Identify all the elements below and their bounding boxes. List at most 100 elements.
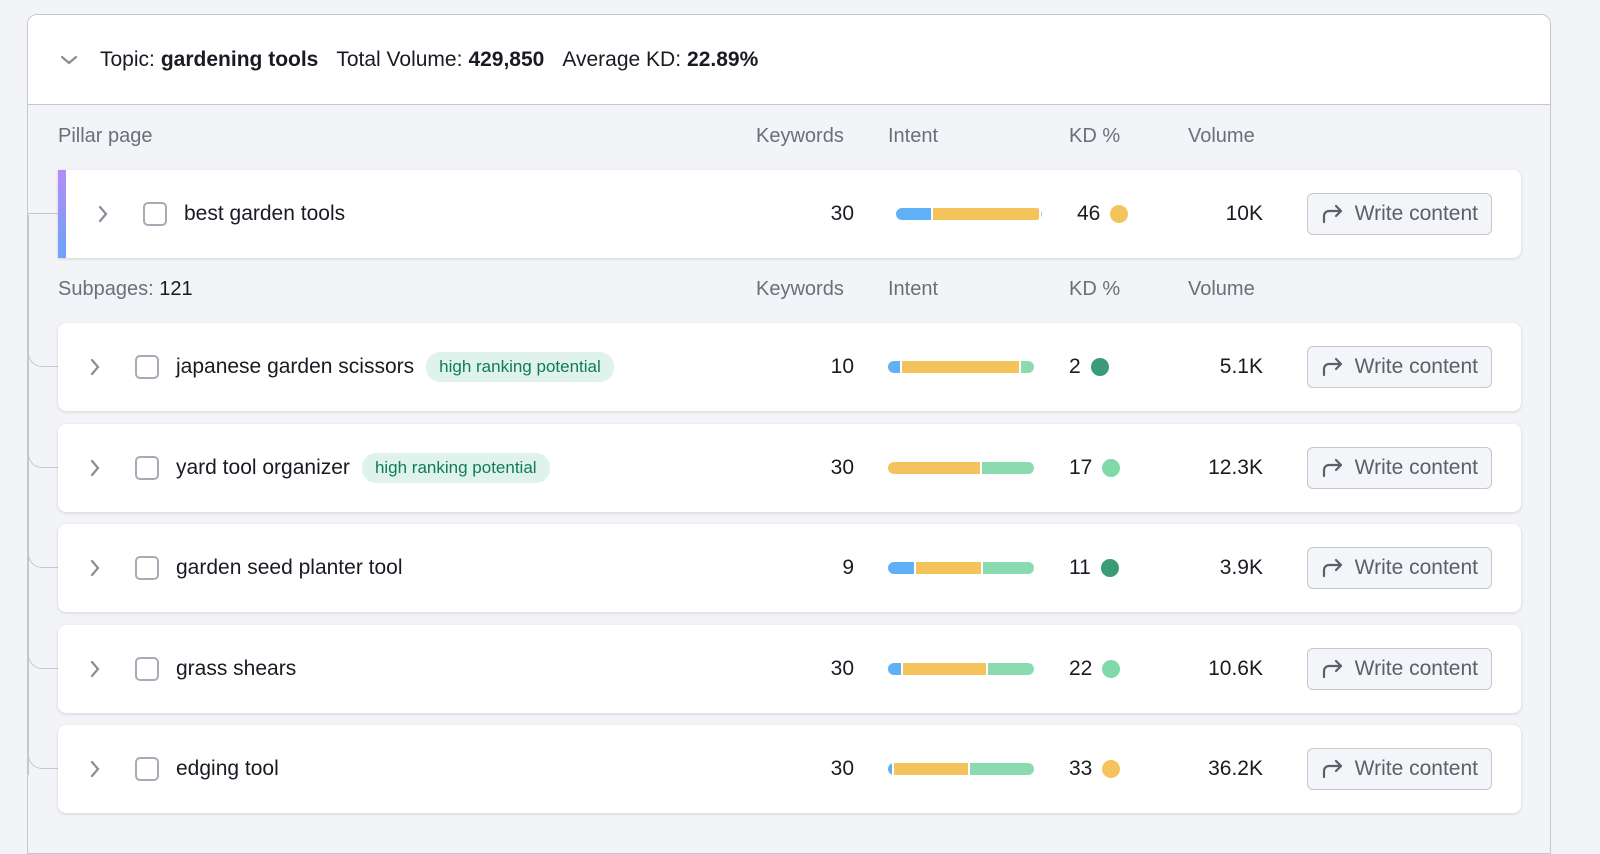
keywords-count: 10	[830, 355, 854, 378]
tree-connector	[28, 213, 58, 214]
chevron-right-icon[interactable]	[85, 625, 105, 713]
keywords-header: Keywords	[756, 125, 844, 147]
intent-bar	[888, 424, 1034, 512]
keyword-cell: best garden tools	[184, 170, 345, 258]
topic-panel: Topic: gardening tools Total Volume: 429…	[27, 14, 1551, 854]
share-arrow-icon	[1322, 659, 1342, 679]
write-content-button[interactable]: Write content	[1306, 648, 1492, 690]
intent-segment	[1019, 361, 1034, 373]
pillar-page-header: Pillar page	[58, 125, 153, 147]
subpage-row[interactable]: edging tool 30 33 36.2K Write content	[58, 725, 1521, 813]
write-content-button[interactable]: Write content	[1306, 447, 1492, 489]
kd-value: 46	[1077, 202, 1101, 225]
subpage-row[interactable]: japanese garden scissors high ranking po…	[58, 323, 1521, 411]
keyword-label[interactable]: yard tool organizer	[176, 456, 350, 479]
total-volume-value: 429,850	[468, 47, 545, 71]
ranking-potential-badge: high ranking potential	[426, 352, 614, 382]
keywords-count: 30	[830, 202, 854, 225]
intent-header: Intent	[888, 125, 939, 147]
write-content-label: Write content	[1354, 556, 1478, 579]
write-content-button[interactable]: Write content	[1306, 346, 1492, 388]
share-arrow-icon	[1322, 204, 1342, 224]
intent-segment	[981, 562, 1034, 574]
write-content-button[interactable]: Write content	[1306, 547, 1492, 589]
kd-cell: 17	[1069, 424, 1121, 512]
intent-segment	[914, 562, 982, 574]
average-kd-label: Average KD:	[562, 47, 682, 71]
kd-dot	[1110, 205, 1129, 223]
kd-dot	[1102, 660, 1121, 678]
kd-value: 22	[1069, 657, 1093, 680]
keyword-label[interactable]: garden seed planter tool	[176, 556, 403, 579]
intent-segment	[968, 763, 1034, 775]
chevron-down-icon[interactable]	[58, 49, 80, 71]
topic-label: Topic:	[100, 47, 155, 71]
kd-cell: 33	[1069, 725, 1121, 813]
intent-segment	[888, 361, 900, 373]
volume-value: 10K	[1225, 202, 1263, 225]
kd-cell: 46	[1077, 170, 1129, 258]
pillar-row[interactable]: best garden tools 30 46 10K Write conten…	[58, 170, 1521, 258]
keywords-header: Keywords	[756, 278, 844, 300]
intent-segment	[931, 208, 1040, 220]
total-volume-label: Total Volume:	[336, 47, 463, 71]
share-arrow-icon	[1322, 759, 1342, 779]
volume-value: 36.2K	[1208, 757, 1263, 780]
keyword-cell: grass shears	[176, 625, 296, 713]
intent-segment	[901, 663, 986, 675]
chevron-right-icon[interactable]	[85, 524, 105, 612]
intent-bar	[888, 725, 1034, 813]
row-checkbox[interactable]	[135, 725, 159, 813]
subpages-count: 121	[159, 278, 193, 300]
row-checkbox[interactable]	[135, 625, 159, 713]
intent-segment	[888, 562, 915, 574]
intent-segment	[892, 763, 969, 775]
write-content-label: Write content	[1354, 355, 1478, 378]
volume-value: 3.9K	[1219, 556, 1263, 579]
share-arrow-icon	[1322, 357, 1342, 377]
row-checkbox[interactable]	[135, 524, 159, 612]
kd-dot	[1090, 358, 1109, 376]
chevron-right-icon[interactable]	[85, 323, 105, 411]
keyword-label[interactable]: edging tool	[176, 757, 279, 780]
write-content-button[interactable]: Write content	[1306, 193, 1492, 235]
volume-value: 5.1K	[1219, 355, 1263, 378]
intent-segment	[899, 361, 1020, 373]
kd-cell: 2	[1069, 323, 1109, 411]
intent-bar	[896, 170, 1042, 258]
keyword-label[interactable]: best garden tools	[184, 202, 346, 225]
keyword-label[interactable]: grass shears	[176, 657, 297, 680]
row-checkbox[interactable]	[135, 424, 159, 512]
row-checkbox[interactable]	[143, 170, 167, 258]
average-kd-value: 22.89%	[687, 47, 759, 71]
keywords-count: 9	[842, 556, 854, 579]
topic-header[interactable]: Topic: gardening tools Total Volume: 429…	[28, 15, 1550, 105]
tree-connector	[28, 546, 58, 568]
subpage-row[interactable]: grass shears 30 22 10.6K Write content	[58, 625, 1521, 713]
write-content-label: Write content	[1354, 657, 1478, 680]
row-checkbox[interactable]	[135, 323, 159, 411]
write-content-button[interactable]: Write content	[1306, 748, 1492, 790]
volume-header: Volume	[1188, 125, 1255, 147]
intent-segment	[888, 763, 893, 775]
kd-cell: 11	[1069, 524, 1119, 612]
chevron-right-icon[interactable]	[85, 424, 105, 512]
intent-bar	[888, 323, 1034, 411]
topic-name: gardening tools	[160, 47, 319, 71]
keywords-count: 30	[830, 456, 854, 479]
tree-connector	[28, 345, 58, 367]
subpage-row[interactable]: yard tool organizer high ranking potenti…	[58, 424, 1521, 512]
subpages-header: Subpages: 121	[58, 278, 193, 301]
chevron-right-icon[interactable]	[93, 170, 113, 258]
chevron-right-icon[interactable]	[85, 725, 105, 813]
subpage-row[interactable]: garden seed planter tool 9 11 3.9K Write…	[58, 524, 1521, 612]
kd-value: 33	[1069, 757, 1093, 780]
intent-segment	[888, 663, 902, 675]
intent-header: Intent	[888, 278, 939, 300]
keywords-count: 30	[830, 657, 854, 680]
keyword-label[interactable]: japanese garden scissors	[176, 355, 415, 378]
write-content-label: Write content	[1354, 757, 1478, 780]
intent-segment	[1039, 208, 1042, 220]
kd-value: 17	[1069, 456, 1093, 479]
tree-connector	[28, 446, 58, 468]
